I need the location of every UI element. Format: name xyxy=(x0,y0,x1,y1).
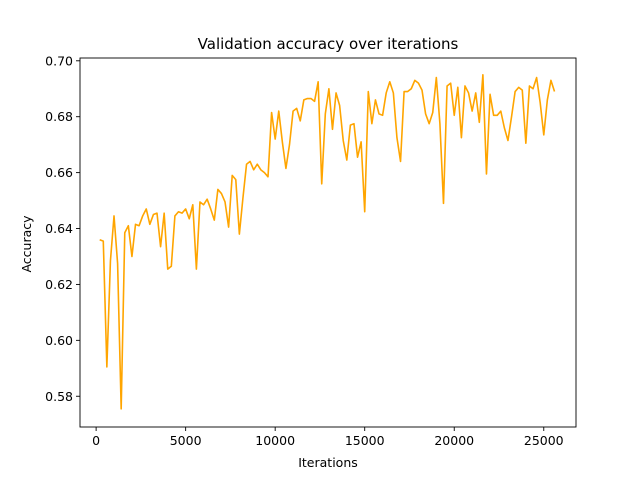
x-tick-label: 10000 xyxy=(255,433,295,448)
plot-area-frame xyxy=(79,57,577,428)
y-axis-label: Accuracy xyxy=(19,215,34,273)
x-tick-label: 25000 xyxy=(524,433,564,448)
x-axis-ticks: 0 5000 10000 15000 20000 25000 xyxy=(92,427,564,448)
y-tick-label: 0.68 xyxy=(45,109,73,124)
chart-title: Validation accuracy over iterations xyxy=(198,35,459,53)
y-axis-ticks: 0.58 0.60 0.62 0.64 0.66 0.68 0.70 xyxy=(45,53,80,404)
x-axis-label: Iterations xyxy=(298,455,358,470)
y-tick-label: 0.60 xyxy=(45,333,73,348)
x-tick-label: 5000 xyxy=(170,433,202,448)
y-tick-label: 0.70 xyxy=(45,53,73,68)
x-tick-label: 15000 xyxy=(345,433,385,448)
y-tick-label: 0.64 xyxy=(45,221,73,236)
y-tick-label: 0.66 xyxy=(45,165,73,180)
y-tick-label: 0.62 xyxy=(45,277,73,292)
x-tick-label: 20000 xyxy=(434,433,474,448)
y-tick-label: 0.58 xyxy=(45,389,73,404)
accuracy-series-line xyxy=(99,73,556,410)
x-tick-label: 0 xyxy=(92,433,100,448)
